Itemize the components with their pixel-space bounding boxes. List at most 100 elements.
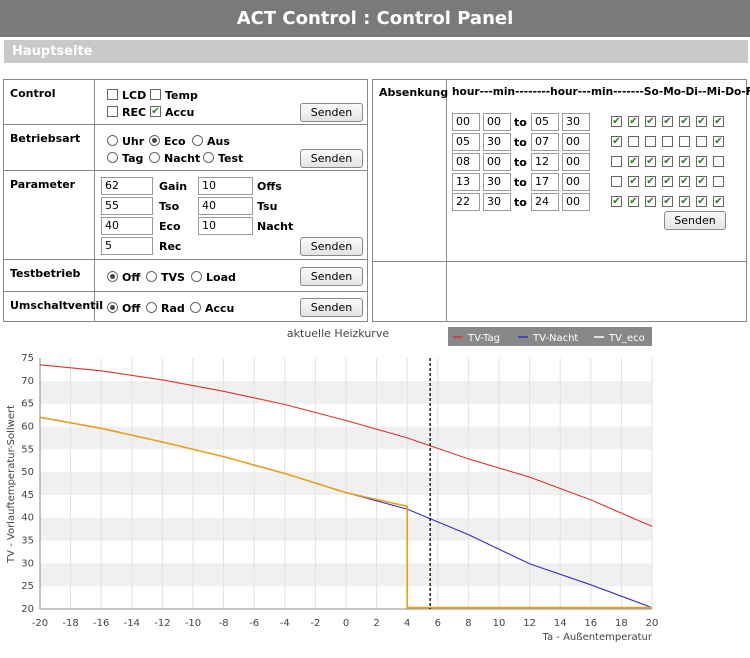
end-min-input[interactable]: 00 [562, 193, 590, 211]
day-checkbox[interactable]: ✔ [679, 196, 690, 207]
chart-x-tick-label: -16 [93, 618, 109, 629]
eco-radio[interactable] [149, 135, 160, 146]
rad-radio[interactable] [146, 302, 157, 313]
day-checkbox[interactable]: ✔ [713, 136, 724, 147]
day-checkbox[interactable]: ✔ [662, 156, 673, 167]
day-checkbox[interactable]: ✔ [696, 156, 707, 167]
day-checkbox[interactable]: ✔ [645, 116, 656, 127]
day-checkbox[interactable] [696, 136, 707, 147]
gain-label: Gain [159, 180, 188, 193]
chart-x-tick-label: 6 [435, 618, 441, 629]
testbetrieb-send-button[interactable]: Senden [300, 267, 363, 286]
day-checkbox[interactable]: ✔ [662, 116, 673, 127]
day-checkbox[interactable]: ✔ [696, 176, 707, 187]
day-checkbox[interactable]: ✔ [679, 116, 690, 127]
eco-input[interactable]: 40 [101, 217, 153, 235]
day-checkbox[interactable] [713, 176, 724, 187]
nacht-input[interactable]: 10 [198, 217, 253, 235]
test-off-label: Off [122, 271, 141, 284]
chart-x-tick-label: -20 [32, 618, 48, 629]
parameter-send-button[interactable]: Senden [300, 237, 363, 256]
absenkung-panel: Absenkung hour---min--------hour---min--… [372, 79, 750, 322]
day-checkbox[interactable]: ✔ [645, 196, 656, 207]
nacht-label: Nacht [164, 152, 201, 165]
tso-input[interactable]: 55 [101, 197, 153, 215]
end-hour-input[interactable]: 12 [531, 153, 559, 171]
day-checkbox[interactable]: ✔ [628, 156, 639, 167]
day-checkbox[interactable]: ✔ [628, 196, 639, 207]
day-checkbox[interactable]: ✔ [696, 116, 707, 127]
start-hour-input[interactable]: 22 [452, 193, 480, 211]
day-checkbox[interactable]: ✔ [713, 196, 724, 207]
day-checkbox[interactable]: ✔ [662, 196, 673, 207]
day-checkbox[interactable]: ✔ [645, 176, 656, 187]
start-hour-input[interactable]: 13 [452, 173, 480, 191]
end-min-input[interactable]: 00 [562, 173, 590, 191]
valve-accu-radio[interactable] [190, 302, 201, 313]
tag-radio[interactable] [107, 152, 118, 163]
rec-input[interactable]: 5 [101, 237, 153, 255]
day-checkbox[interactable]: ✔ [662, 176, 673, 187]
day-checkbox[interactable] [611, 176, 622, 187]
end-hour-input[interactable]: 07 [531, 133, 559, 151]
start-hour-input[interactable]: 05 [452, 133, 480, 151]
absenkung-send-button[interactable]: Senden [664, 211, 726, 230]
tso-label: Tso [159, 200, 180, 213]
chart-y-tick-label: 35 [21, 536, 34, 547]
day-checkbox[interactable]: ✔ [628, 116, 639, 127]
start-min-input[interactable]: 00 [483, 113, 511, 131]
day-checkbox[interactable]: ✔ [713, 116, 724, 127]
uhr-radio[interactable] [107, 135, 118, 146]
rec-checkbox[interactable] [107, 106, 118, 117]
nacht-radio[interactable] [149, 152, 160, 163]
end-min-input[interactable]: 00 [562, 153, 590, 171]
day-checkbox[interactable] [662, 136, 673, 147]
tsu-input[interactable]: 40 [198, 197, 253, 215]
day-checkbox[interactable]: ✔ [611, 116, 622, 127]
start-hour-input[interactable]: 00 [452, 113, 480, 131]
legend-label-3: TV_eco [608, 333, 645, 344]
start-min-input[interactable]: 30 [483, 193, 511, 211]
day-checkbox[interactable] [679, 136, 690, 147]
day-checkbox[interactable]: ✔ [628, 176, 639, 187]
betriebsart-send-button[interactable]: Senden [300, 149, 363, 168]
day-checkbox[interactable]: ✔ [611, 136, 622, 147]
aus-radio[interactable] [192, 135, 203, 146]
test-off-radio[interactable] [107, 271, 118, 282]
start-min-input[interactable]: 30 [483, 133, 511, 151]
rec-label: REC [122, 106, 147, 119]
tvs-radio[interactable] [146, 271, 157, 282]
chart-x-tick-label: 0 [343, 618, 349, 629]
end-hour-input[interactable]: 17 [531, 173, 559, 191]
day-checkbox[interactable]: ✔ [645, 156, 656, 167]
valve-off-radio[interactable] [107, 302, 118, 313]
start-hour-input[interactable]: 08 [452, 153, 480, 171]
day-checkbox[interactable] [713, 156, 724, 167]
nacht-param-label: Nacht [257, 220, 294, 233]
accu-checkbox[interactable]: ✔ [150, 106, 161, 117]
end-min-input[interactable]: 00 [562, 133, 590, 151]
end-hour-input[interactable]: 05 [531, 113, 559, 131]
end-hour-input[interactable]: 24 [531, 193, 559, 211]
load-radio[interactable] [191, 271, 202, 282]
day-checkbox[interactable] [645, 136, 656, 147]
legend-background [448, 327, 652, 346]
day-checkbox[interactable] [628, 136, 639, 147]
end-min-input[interactable]: 30 [562, 113, 590, 131]
lcd-checkbox[interactable] [107, 89, 118, 100]
day-checkbox[interactable]: ✔ [679, 156, 690, 167]
day-checkbox[interactable]: ✔ [611, 196, 622, 207]
gain-input[interactable]: 62 [101, 177, 153, 195]
absenkung-label: Absenkung [379, 86, 449, 99]
day-checkbox[interactable] [611, 156, 622, 167]
temp-checkbox[interactable] [150, 89, 161, 100]
offs-input[interactable]: 10 [198, 177, 253, 195]
start-min-input[interactable]: 30 [483, 173, 511, 191]
umschaltventil-send-button[interactable]: Senden [300, 298, 363, 317]
day-checkbox[interactable]: ✔ [679, 176, 690, 187]
control-send-button[interactable]: Senden [300, 103, 363, 122]
start-min-input[interactable]: 00 [483, 153, 511, 171]
test-radio[interactable] [203, 152, 214, 163]
chart-x-tick-label: 18 [615, 618, 628, 629]
day-checkbox[interactable]: ✔ [696, 196, 707, 207]
